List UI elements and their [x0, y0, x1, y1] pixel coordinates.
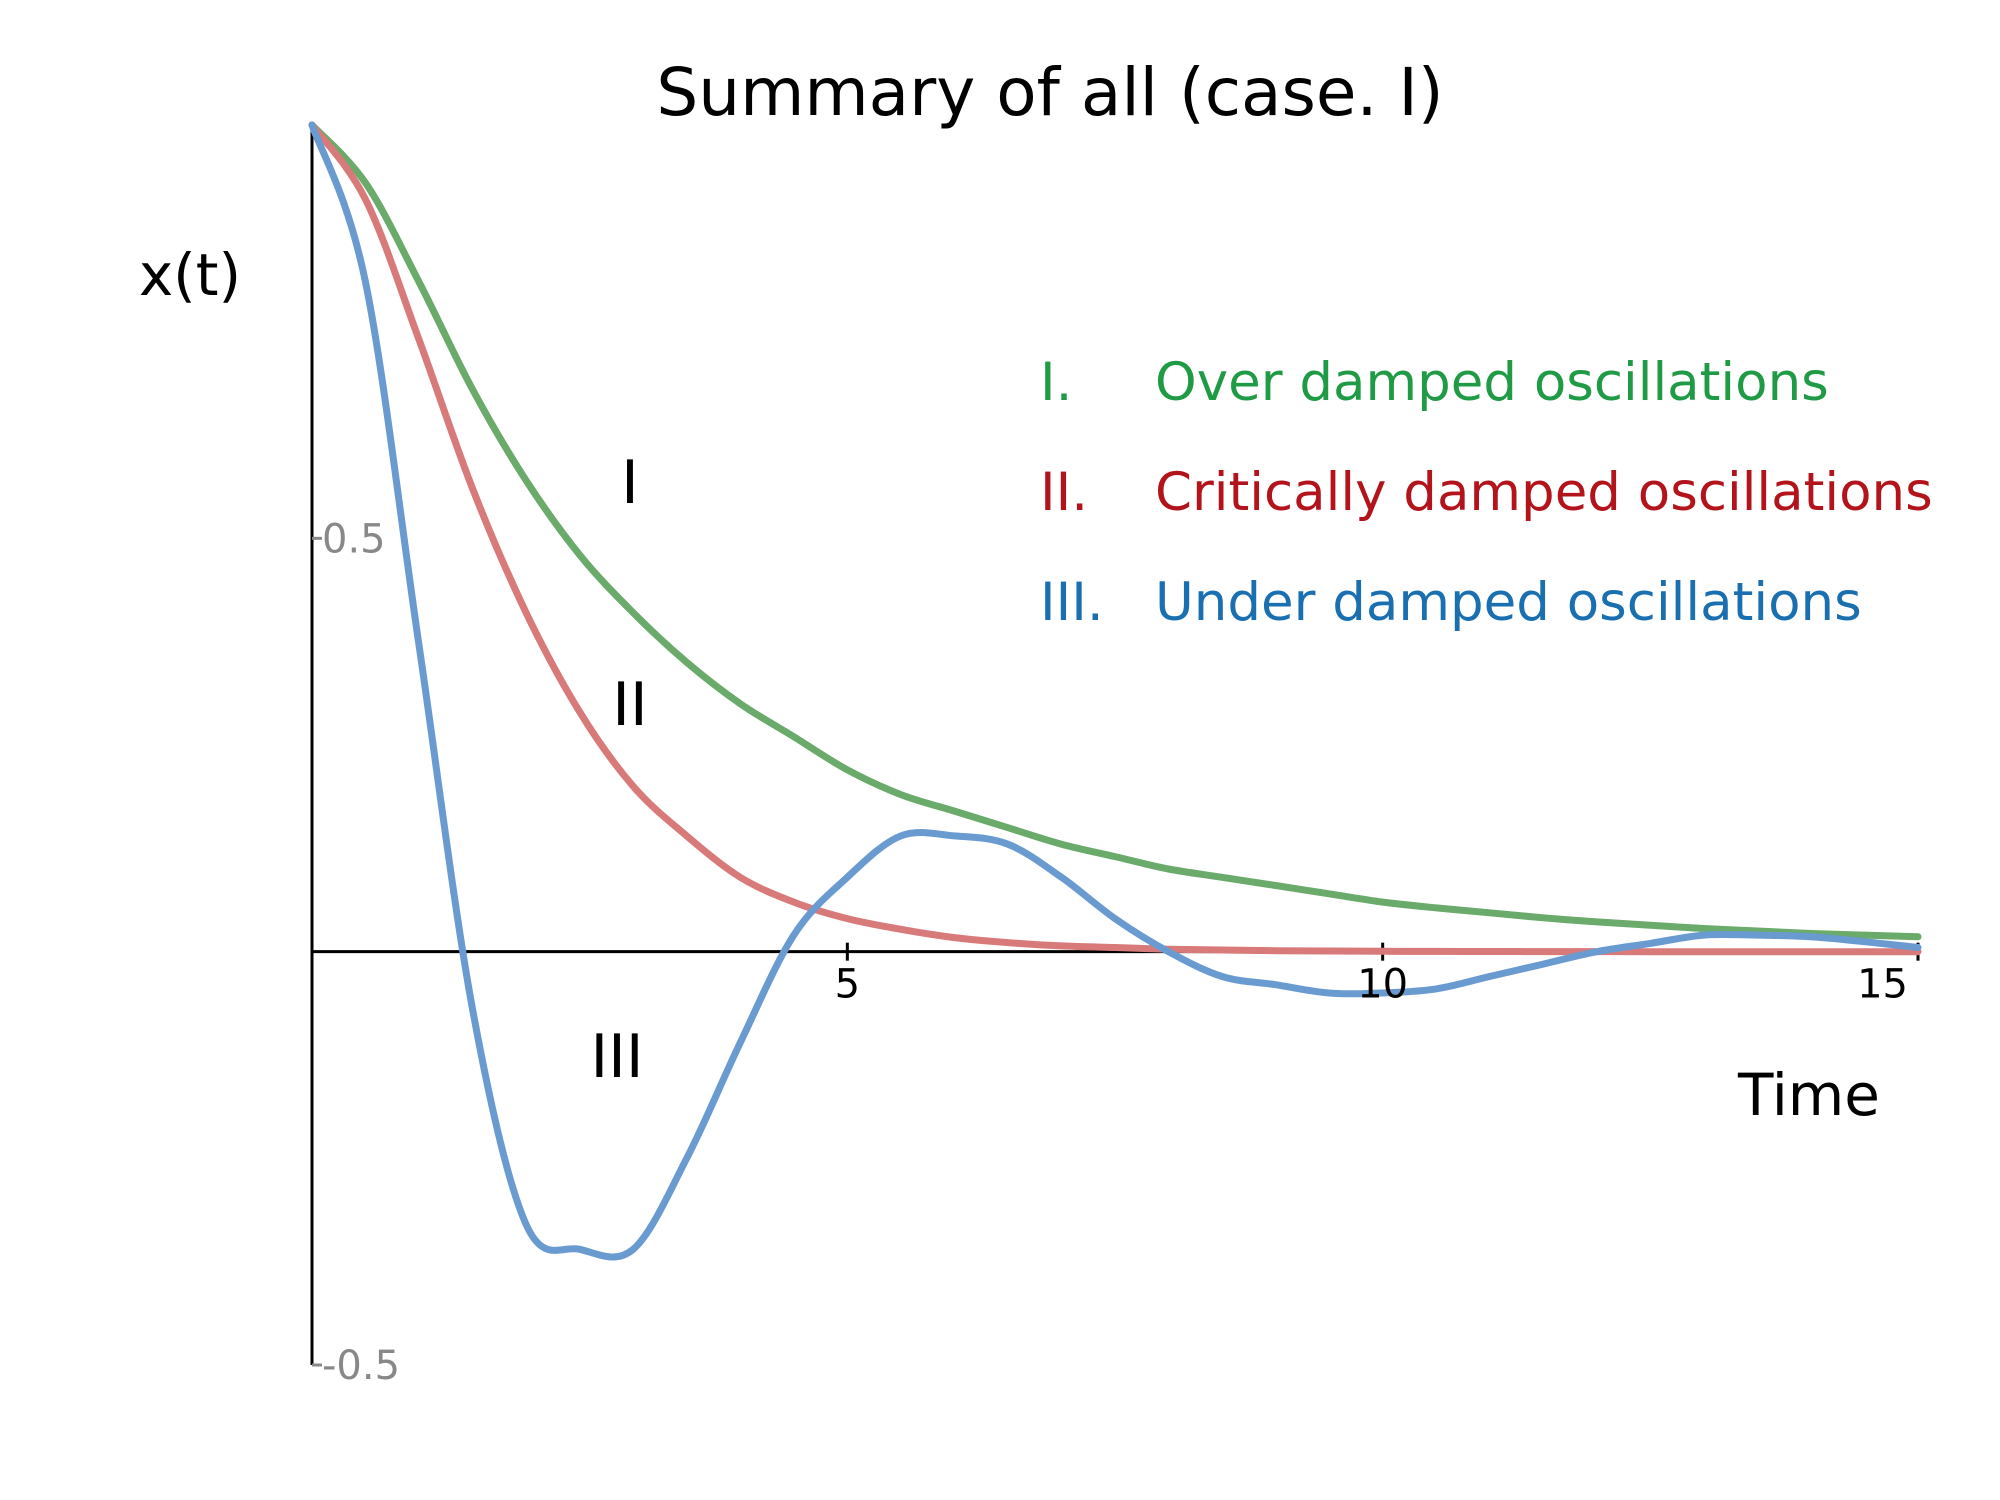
curves [308, 121, 1922, 1261]
curve-label-under: III [590, 1022, 643, 1092]
legend-numeral-over: I. [1040, 352, 1072, 413]
x-tick-label: 5 [835, 962, 860, 1008]
curve-label-over: I [621, 448, 639, 518]
legend: I. Over damped oscillations II. Critical… [1040, 352, 1933, 633]
axes [310, 125, 1920, 1367]
chart-title: Summary of all (case. I) [656, 54, 1443, 131]
curve-labels: I II III [590, 448, 647, 1092]
series-line-under [308, 121, 1922, 1261]
y-tick-label: 0.5 [322, 516, 386, 562]
legend-item-critical: II. Critically damped oscillations [1040, 462, 1933, 523]
x-axis-label: Time [1737, 1061, 1880, 1129]
legend-item-under: III. Under damped oscillations [1040, 572, 1862, 633]
legend-label-over: Over damped oscillations [1155, 352, 1829, 413]
curve-label-critical: II [612, 670, 647, 740]
legend-numeral-under: III. [1040, 572, 1104, 633]
tick-labels: 5 10 15 0.5 -0.5 [322, 516, 1908, 1389]
x-tick-label: 10 [1357, 962, 1408, 1008]
y-tick-label: -0.5 [322, 1343, 400, 1389]
y-axis-label: x(t) [139, 241, 241, 309]
series-line-over [308, 121, 1922, 941]
legend-label-under: Under damped oscillations [1155, 572, 1862, 633]
x-tick-label: 15 [1857, 962, 1908, 1008]
series-line-critical [308, 121, 1922, 956]
legend-numeral-critical: II. [1040, 462, 1088, 523]
legend-item-over: I. Over damped oscillations [1040, 352, 1829, 413]
legend-label-critical: Critically damped oscillations [1155, 462, 1933, 523]
